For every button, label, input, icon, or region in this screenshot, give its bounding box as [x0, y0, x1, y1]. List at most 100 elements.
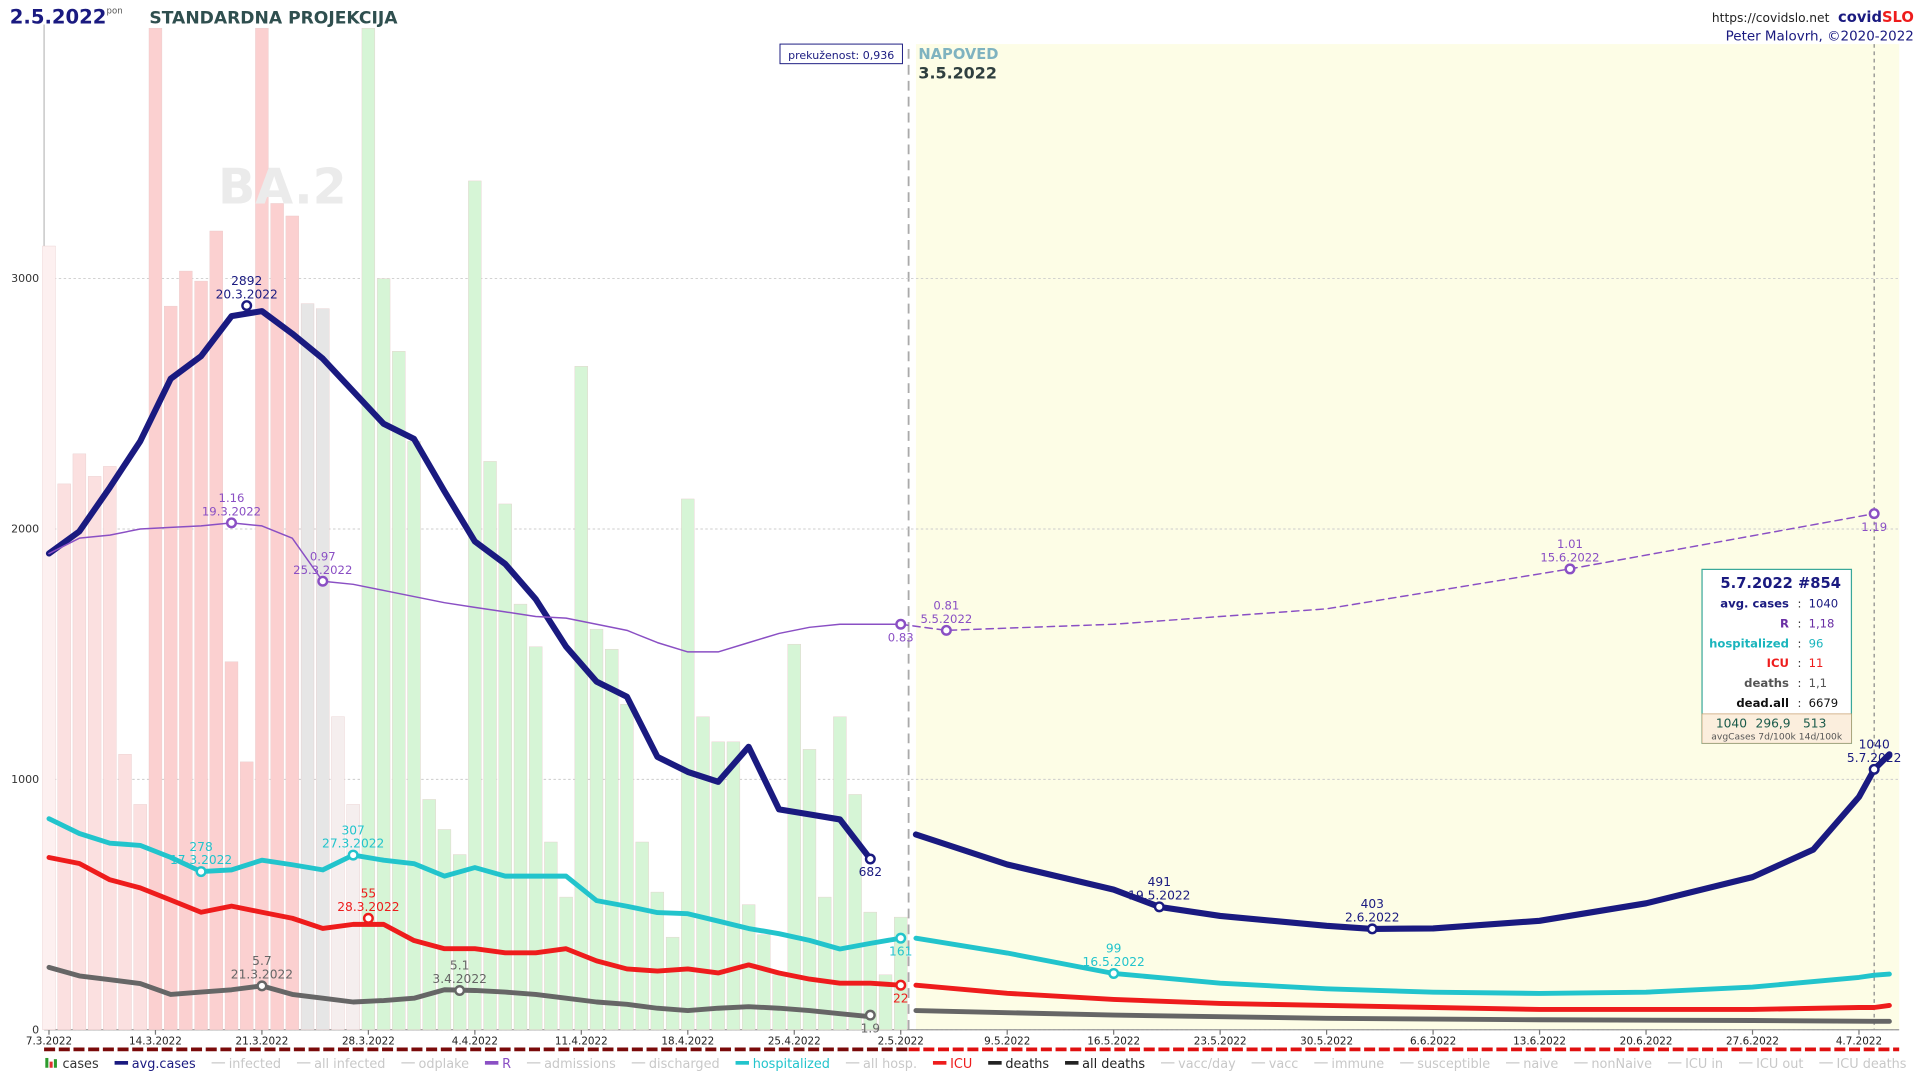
y-tick-label: 3000: [11, 272, 39, 285]
info-value: 11: [1809, 656, 1824, 670]
info-footer-value: 296,9: [1756, 716, 1791, 730]
legend-entry[interactable]: nonNaive: [1591, 1057, 1652, 1072]
info-colon: :: [1798, 696, 1802, 710]
forecast-date: 3.5.2022: [918, 63, 997, 82]
legend-entry[interactable]: vacc/day: [1178, 1057, 1236, 1072]
forecast-label: NAPOVED: [918, 46, 998, 63]
annotation-value: 99: [1106, 942, 1122, 956]
info-colon: :: [1798, 596, 1802, 610]
header-author: Peter Malovrh, ©2020-2022: [1726, 29, 1914, 44]
legend-entry[interactable]: odplake: [419, 1057, 470, 1072]
x-tick-label: 4.4.2022: [452, 1035, 498, 1047]
bar: [376, 278, 391, 1030]
bar: [711, 741, 725, 1030]
bar: [224, 661, 239, 1030]
info-footer-caption: avgCases 7d/100k 14d/100k: [1711, 732, 1843, 743]
bar: [574, 366, 588, 1030]
x-tick-label: 13.6.2022: [1513, 1035, 1566, 1047]
bar: [544, 841, 558, 1030]
annotation-value: 22: [893, 991, 909, 1005]
bar: [194, 280, 208, 1030]
legend-entry[interactable]: admissions: [544, 1057, 616, 1072]
info-footer-value: 513: [1803, 716, 1826, 730]
info-label: deaths: [1744, 676, 1789, 690]
legend-entry[interactable]: infected: [229, 1057, 281, 1072]
bar: [103, 466, 117, 1030]
header-brand: covidSLO: [1838, 9, 1914, 26]
annotation-point: [895, 932, 907, 944]
legend-entry[interactable]: susceptible: [1417, 1057, 1490, 1072]
legend-entry[interactable]: ICU deaths: [1836, 1057, 1906, 1072]
x-tick-label: 25.4.2022: [768, 1035, 821, 1047]
annotation-value: 403: [1361, 897, 1384, 911]
bar: [726, 741, 741, 1030]
y-tick-label: 2000: [11, 523, 39, 536]
legend-entry[interactable]: naive: [1523, 1057, 1558, 1072]
series-line: [45, 308, 874, 863]
header-date: 2.5.2022: [10, 5, 107, 28]
annotation-value: 2892: [231, 274, 262, 288]
legend-entry[interactable]: ICU: [950, 1057, 972, 1072]
series-line: [900, 512, 1875, 632]
info-label: avg. cases: [1720, 596, 1789, 610]
legend-entry[interactable]: all infected: [314, 1057, 385, 1072]
legend-entry[interactable]: all deaths: [1082, 1057, 1145, 1072]
legend-entry[interactable]: deaths: [1005, 1057, 1049, 1072]
series-line: [913, 935, 1892, 996]
x-tick-label: 9.5.2022: [984, 1035, 1030, 1047]
legend-entry[interactable]: cases: [62, 1057, 99, 1072]
bar: [346, 804, 360, 1030]
legend-entry[interactable]: discharged: [649, 1057, 720, 1072]
legend-entry[interactable]: ICU out: [1756, 1057, 1803, 1072]
bar: [802, 749, 817, 1030]
legend-entry[interactable]: vacc: [1269, 1057, 1299, 1072]
x-tick-label: 6.6.2022: [1410, 1035, 1456, 1047]
annotation-date: 21.3.2022: [231, 968, 293, 982]
annotation-date: 27.3.2022: [322, 837, 384, 851]
annotation-date: 16.5.2022: [1083, 955, 1145, 969]
bar: [787, 643, 801, 1030]
annotation-point: [454, 984, 466, 997]
legend-entry[interactable]: R: [502, 1057, 511, 1072]
legend-entry[interactable]: immune: [1331, 1057, 1384, 1072]
legend-entry[interactable]: ICU in: [1685, 1057, 1723, 1072]
info-label: dead.all: [1736, 696, 1789, 710]
annotation-date: 28.3.2022: [337, 900, 399, 914]
bar: [209, 230, 223, 1030]
info-colon: :: [1798, 676, 1802, 690]
annotation-value: 682: [859, 865, 882, 879]
series-line: [912, 751, 1893, 932]
bar: [498, 503, 512, 1030]
bar: [878, 974, 893, 1030]
annotation-value: 1.19: [1861, 520, 1887, 534]
legend-entry[interactable]: all hosp.: [863, 1057, 917, 1072]
annotation-value: 1.9: [861, 1021, 880, 1035]
legend-entry[interactable]: avg.cases: [132, 1057, 196, 1072]
x-tick-label: 2.5.2022: [878, 1035, 924, 1047]
brand: covid: [1838, 9, 1882, 26]
annotation-value: 1.16: [219, 491, 245, 505]
annotation-point: [1366, 923, 1378, 935]
annotation-date: 15.6.2022: [1540, 551, 1599, 565]
bar: [331, 716, 345, 1030]
x-tick-label: 4.7.2022: [1836, 1035, 1882, 1047]
bar: [179, 270, 193, 1030]
bar: [361, 27, 376, 1030]
forecast-region: [915, 44, 1900, 1030]
series-line: [46, 855, 904, 988]
variant-note: BA.2: [218, 158, 347, 215]
bar: [316, 308, 330, 1030]
annotation-point: [256, 980, 268, 992]
info-value: 1,1: [1809, 676, 1828, 690]
x-tick-label: 16.5.2022: [1087, 1035, 1140, 1047]
bar: [589, 628, 604, 1030]
info-footer: [1701, 713, 1852, 744]
annotation-point: [347, 849, 359, 861]
bar: [529, 646, 543, 1030]
annotation-date: 2.6.2022: [1345, 911, 1399, 925]
annotation-point: [362, 912, 374, 924]
legend-entry[interactable]: hospitalized: [753, 1057, 830, 1072]
bar: [772, 974, 786, 1030]
